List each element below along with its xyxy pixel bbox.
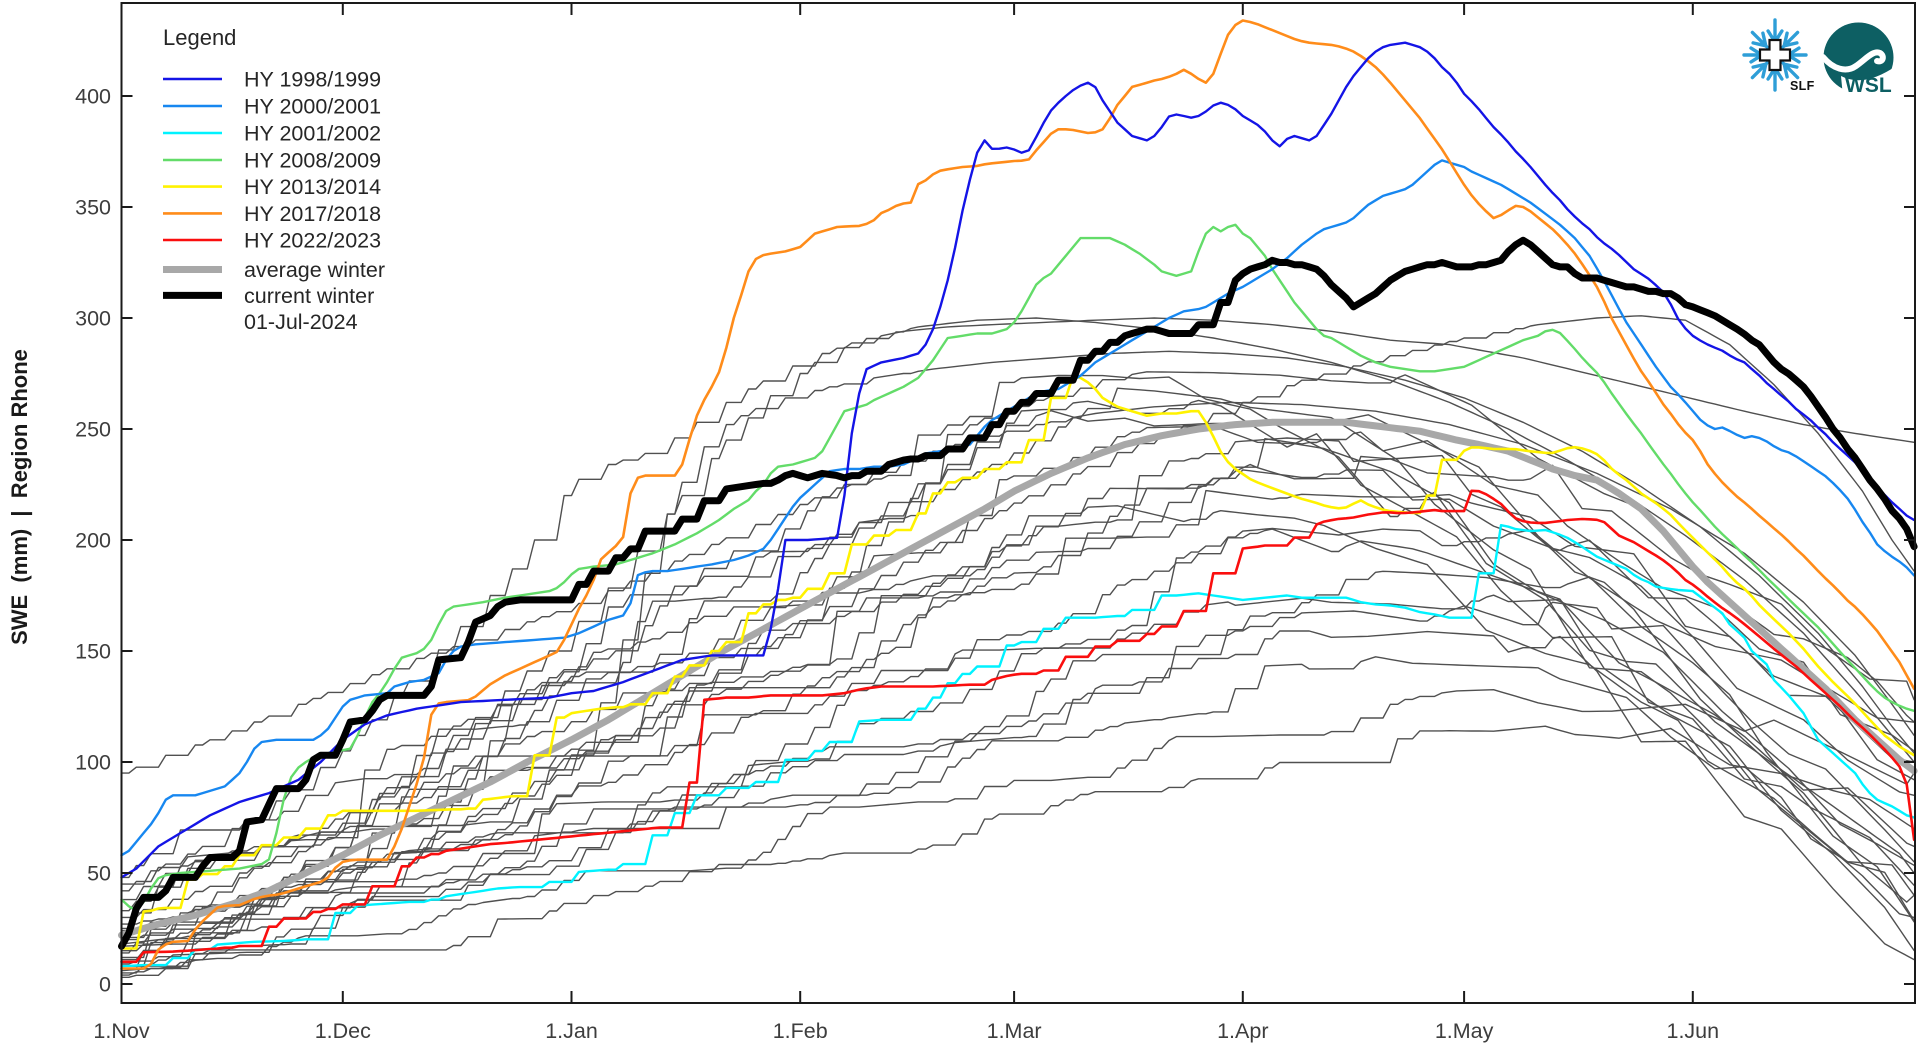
svg-text:400: 400 (75, 85, 111, 109)
svg-text:200: 200 (75, 529, 111, 553)
svg-text:0: 0 (99, 973, 111, 997)
svg-text:01-Jul-2024: 01-Jul-2024 (244, 310, 358, 334)
svg-text:1.Dec: 1.Dec (315, 1019, 371, 1043)
svg-text:Legend: Legend (163, 25, 236, 50)
svg-text:SLF: SLF (1790, 79, 1815, 93)
svg-text:HY 1998/1999: HY 1998/1999 (244, 68, 381, 92)
svg-text:HY 2022/2023: HY 2022/2023 (244, 229, 381, 253)
svg-text:1.Feb: 1.Feb (773, 1019, 828, 1043)
svg-text:1.May: 1.May (1435, 1019, 1494, 1043)
svg-text:HY 2000/2001: HY 2000/2001 (244, 95, 381, 119)
svg-text:current winter: current winter (244, 284, 374, 308)
svg-text:250: 250 (75, 418, 111, 442)
svg-text:1.Mar: 1.Mar (987, 1019, 1042, 1043)
svg-text:100: 100 (75, 751, 111, 775)
svg-text:HY 2017/2018: HY 2017/2018 (244, 202, 381, 226)
svg-text:WSL: WSL (1845, 74, 1892, 97)
svg-text:50: 50 (87, 862, 111, 886)
svg-text:HY 2008/2009: HY 2008/2009 (244, 149, 381, 173)
svg-text:SWE (mm) | Region Rhone: SWE (mm) | Region Rhone (7, 349, 32, 645)
svg-text:HY 2001/2002: HY 2001/2002 (244, 122, 381, 146)
svg-text:HY 2013/2014: HY 2013/2014 (244, 175, 381, 199)
svg-text:1.Apr: 1.Apr (1217, 1019, 1268, 1043)
svg-text:1.Jun: 1.Jun (1666, 1019, 1719, 1043)
svg-text:1.Nov: 1.Nov (93, 1019, 149, 1043)
svg-text:average winter: average winter (244, 258, 385, 282)
svg-text:1.Jan: 1.Jan (545, 1019, 598, 1043)
svg-text:300: 300 (75, 307, 111, 331)
svg-text:350: 350 (75, 196, 111, 220)
svg-text:150: 150 (75, 640, 111, 664)
